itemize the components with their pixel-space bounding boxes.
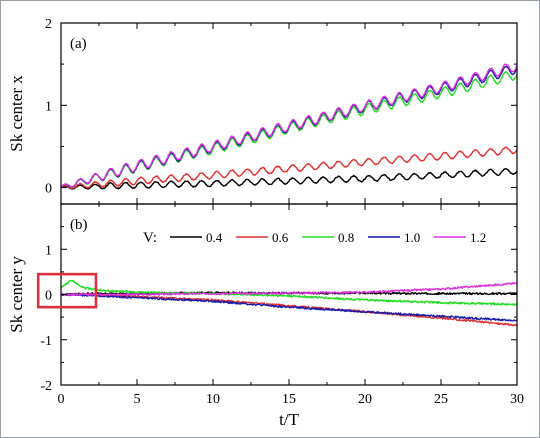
y-tick-label: -1 [40,334,52,349]
x-tick-label: 30 [510,392,524,407]
y-tick-label: 0 [45,289,52,304]
x-tick-label: 20 [358,392,372,407]
panel-a: 0 1 2 (a) Sk center x [7,17,518,205]
series-group [61,279,517,327]
panel-b: 0 5 10 15 20 25 30 -2 -1 0 1 (b) Sk center y t/T V: 0.4… [7,203,524,429]
x-tick-label: 10 [206,392,220,407]
panel-label: (b) [70,217,88,233]
series-line-1.0 [61,293,517,322]
x-axis-label: t/T [279,410,299,429]
x-tick-label: 0 [58,392,65,407]
legend-label-0.8: 0.8 [338,230,354,245]
series-line-1.2 [61,63,517,189]
legend-label-1.0: 1.0 [404,230,420,245]
x-tick-label: 5 [134,392,141,407]
x-tick-label: 25 [434,392,448,407]
y-tick-label: 0 [45,182,52,197]
series-line-0.6 [61,146,517,189]
legend-label-1.2: 1.2 [470,230,486,245]
y-axis-label: Sk center x [7,75,26,152]
series-line-1.2 [61,282,517,297]
y-tick-label: 1 [45,243,52,258]
highlight-box [36,272,98,309]
legend-title: V: [143,230,157,246]
legend-label-0.4: 0.4 [206,230,223,245]
series-group [61,63,517,190]
y-axis-label: Sk center y [7,256,26,333]
x-tick-label: 15 [282,392,296,407]
series-line-0.8 [61,279,517,306]
panel-label: (a) [70,36,87,52]
y-tick-label: 2 [45,17,52,32]
legend-label-0.6: 0.6 [272,230,289,245]
y-tick-label: -2 [40,379,52,394]
y-tick-label: 1 [45,99,52,114]
series-line-0.4 [61,167,517,190]
